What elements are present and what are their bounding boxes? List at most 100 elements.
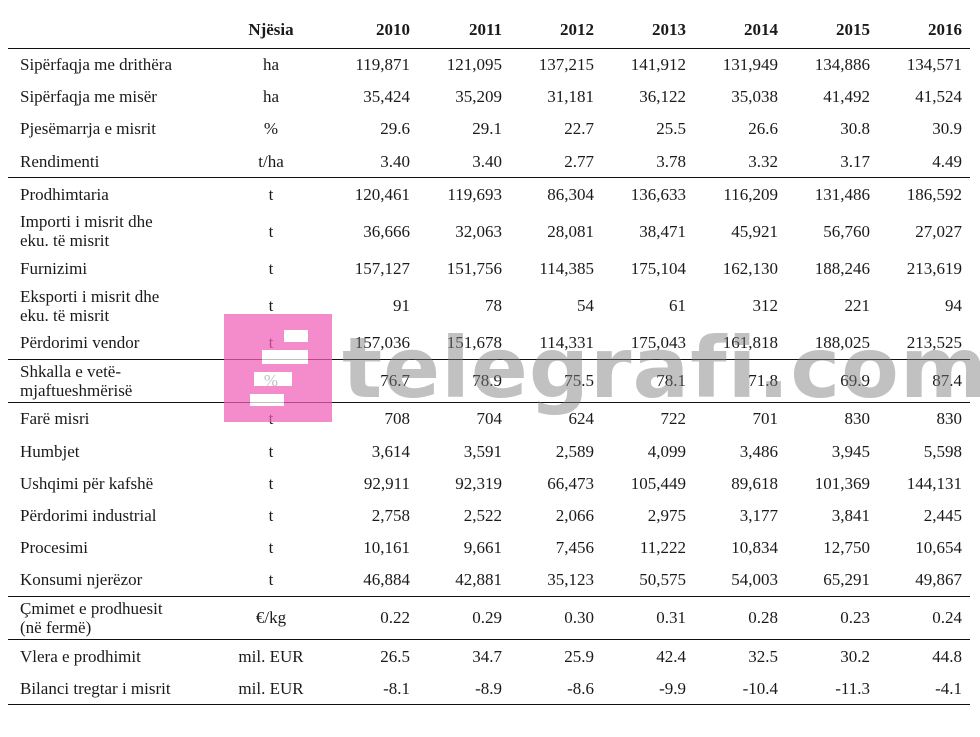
row-unit: ha: [262, 87, 280, 107]
table-row: Ushqimi për kafshë t 92,911 92,319 66,473 105…: [8, 467, 970, 499]
value-cell: 4.49: [932, 151, 962, 171]
value-cell: 119,871: [355, 55, 410, 75]
row-label-line: Ushqimi për kafshë: [20, 473, 154, 493]
table-row: Sipërfaqja me misër ha 35,424 35,209 31,181 3…: [8, 81, 970, 113]
value-cell: 11,222: [639, 538, 686, 558]
value-cell: 71.8: [694, 358, 786, 403]
value-cell: 35,038: [731, 87, 778, 107]
table-row: Çmimet e prodhuesit (në fermë) €/kg 0.22 0.2…: [8, 595, 970, 640]
row-label-line: Importi i misrit dhe: [20, 212, 153, 232]
row-label-line: eku. të misrit: [20, 305, 110, 325]
value-cell: 131,949: [722, 55, 778, 75]
value-cell: 41,492: [823, 87, 870, 107]
row-label-line: (në fermë): [20, 617, 92, 637]
value-cell: 26.6: [748, 119, 778, 139]
value-cell: 141,912: [630, 55, 686, 75]
value-cell: 94: [945, 296, 962, 316]
row-unit: t: [268, 505, 274, 525]
value-cell: 161,818: [722, 333, 778, 353]
value-cell: 25.5: [656, 119, 686, 139]
value-cell: 10,654: [915, 538, 962, 558]
value-cell: 44.8: [878, 638, 970, 673]
value-cell: 25.9: [510, 638, 602, 673]
value-cell: 0.31: [602, 595, 694, 640]
value-cell: 120,461: [326, 177, 418, 211]
value-cell: -4.1: [878, 672, 970, 706]
value-cell: 22.7: [564, 119, 594, 139]
row-label-line: Eksporti i misrit dhe: [20, 286, 160, 306]
value-cell: 87.4: [878, 358, 970, 403]
value-cell: -8.1: [326, 672, 418, 706]
value-cell: 38,471: [639, 221, 686, 241]
value-cell: 188,246: [814, 259, 870, 279]
value-cell: 213,525: [906, 333, 962, 353]
row-label: Konsumi njerëzor: [8, 564, 216, 597]
row-label: Eksporti i misrit dhe eku. të misrit: [8, 285, 216, 327]
row-label: Sipërfaqja me misër: [8, 81, 216, 113]
header-unit: Njësia: [216, 12, 326, 49]
row-label-line: Bilanci tregtar i misrit: [20, 678, 171, 698]
row-unit: mil. EUR: [216, 672, 326, 706]
value-cell: 36,666: [363, 221, 410, 241]
value-cell: 2,066: [555, 505, 594, 525]
row-label: Farë misri: [8, 401, 216, 435]
value-cell: 10,834: [731, 538, 778, 558]
row-label: Pjesëmarrja e misrit: [8, 113, 216, 145]
value-cell: 2.77: [564, 151, 594, 171]
value-cell: 2,758: [371, 505, 410, 525]
value-cell: 151,678: [446, 333, 502, 353]
row-label-line: Vlera e prodhimit: [20, 646, 141, 666]
value-cell: 3,591: [463, 441, 502, 461]
table-row: Furnizimi t 157,127 151,756 114,385 175,104 16…: [8, 252, 970, 284]
cropped-header-fragment: [300, 0, 360, 6]
row-label-line: Farë misri: [20, 409, 90, 429]
row-label: Rendimenti: [8, 145, 216, 178]
table-row: Farë misrit708704624722701830830: [8, 401, 970, 435]
value-cell: -11.3: [786, 672, 878, 706]
row-label-line: mjaftueshmërisë: [20, 380, 133, 400]
table-row: Prodhimtaria t 120,461 119,693 86,304 136,633…: [8, 177, 970, 211]
value-cell: 2,445: [923, 505, 962, 525]
value-cell: 54: [577, 296, 594, 316]
value-cell: 42,881: [455, 570, 502, 590]
header-label: [8, 12, 216, 49]
value-cell: 32.5: [694, 638, 786, 673]
row-unit: t: [268, 296, 274, 316]
table-row: Sipërfaqja me drithëra ha 119,871 121,095 13…: [8, 48, 970, 81]
row-unit: t/ha: [258, 151, 284, 171]
row-label-line: Sipërfaqja me drithëra: [20, 55, 172, 75]
row-label-line: Konsumi njerëzor: [20, 570, 143, 590]
value-cell: -8.6: [510, 672, 602, 706]
value-cell: 3.40: [472, 151, 502, 171]
value-cell: 221: [844, 296, 871, 316]
header-year: 2014: [694, 12, 786, 49]
value-cell: 3,177: [739, 505, 778, 525]
row-unit: t: [268, 221, 274, 241]
row-label: Humbjet: [8, 435, 216, 467]
value-cell: 2,522: [463, 505, 502, 525]
value-cell: 162,130: [722, 259, 778, 279]
table-row: Bilanci tregtar i misrit mil. EUR -8.1 -8.9…: [8, 672, 970, 706]
row-unit: ha: [262, 55, 280, 75]
row-label-line: Përdorimi vendor: [20, 333, 140, 353]
value-cell: 27,027: [915, 221, 962, 241]
row-label-line: Rendimenti: [20, 151, 100, 171]
row-unit: mil. EUR: [216, 638, 326, 673]
table-row: Përdorimi vendort157,036151,678114,33117…: [8, 327, 970, 360]
value-cell: 3,486: [739, 441, 778, 461]
table-row: Përdorimi industrial t 2,758 2,522 2,066 2,97…: [8, 499, 970, 531]
value-cell: 0.29: [418, 595, 510, 640]
row-label: Prodhimtaria: [8, 177, 216, 211]
header-year: 2011: [418, 12, 510, 49]
value-cell: 4,099: [647, 441, 686, 461]
watermark-text: telegrafi.com: [342, 319, 980, 417]
value-cell: 89,618: [731, 473, 778, 493]
value-cell: 42.4: [602, 638, 694, 673]
row-label: Sipërfaqja me drithëra: [8, 48, 216, 81]
value-cell: 30.8: [840, 119, 870, 139]
row-label: Përdorimi vendor: [8, 327, 216, 360]
value-cell: 30.9: [932, 119, 962, 139]
value-cell: 134,886: [814, 55, 870, 75]
value-cell: 3.32: [748, 151, 778, 171]
row-label: Shkalla e vetë-mjaftueshmërisë: [8, 358, 216, 403]
